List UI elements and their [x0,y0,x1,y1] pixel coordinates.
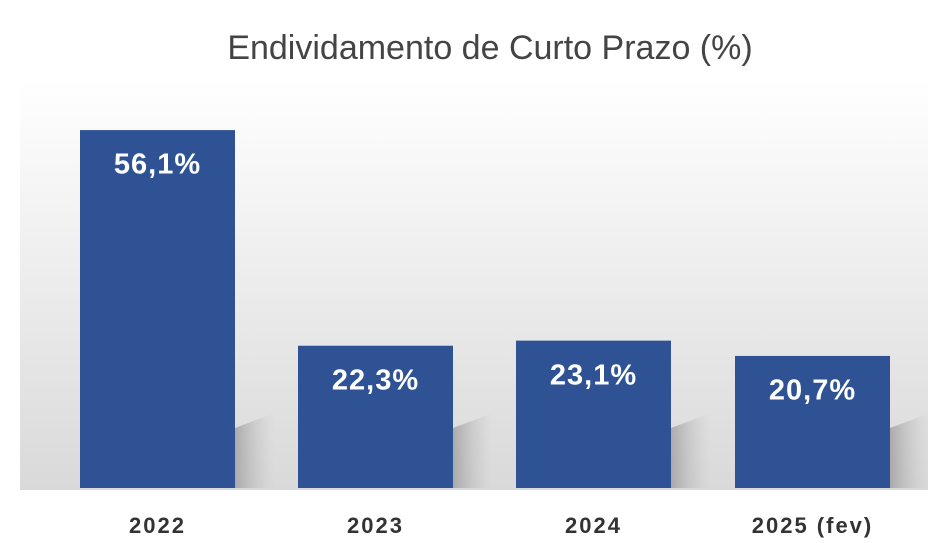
value-label: 20,7% [769,375,856,407]
x-tick-label: 2023 [347,513,404,538]
bar [80,130,235,488]
x-tick-label: 2024 [565,513,622,538]
bar-shadow [235,413,275,488]
value-label: 22,3% [332,364,419,396]
bar-shadow [671,413,711,488]
bar-shadow [453,413,493,488]
x-tick-label: 2022 [129,513,186,538]
bar [298,345,453,488]
bar [735,355,890,488]
x-tick-label: 2025 (fev) [752,513,874,538]
bar-shadow [890,413,928,488]
value-label: 23,1% [550,359,637,391]
chart-title: Endividamento de Curto Prazo (%) [227,29,752,67]
value-label: 56,1% [114,149,201,181]
bar [516,340,671,488]
